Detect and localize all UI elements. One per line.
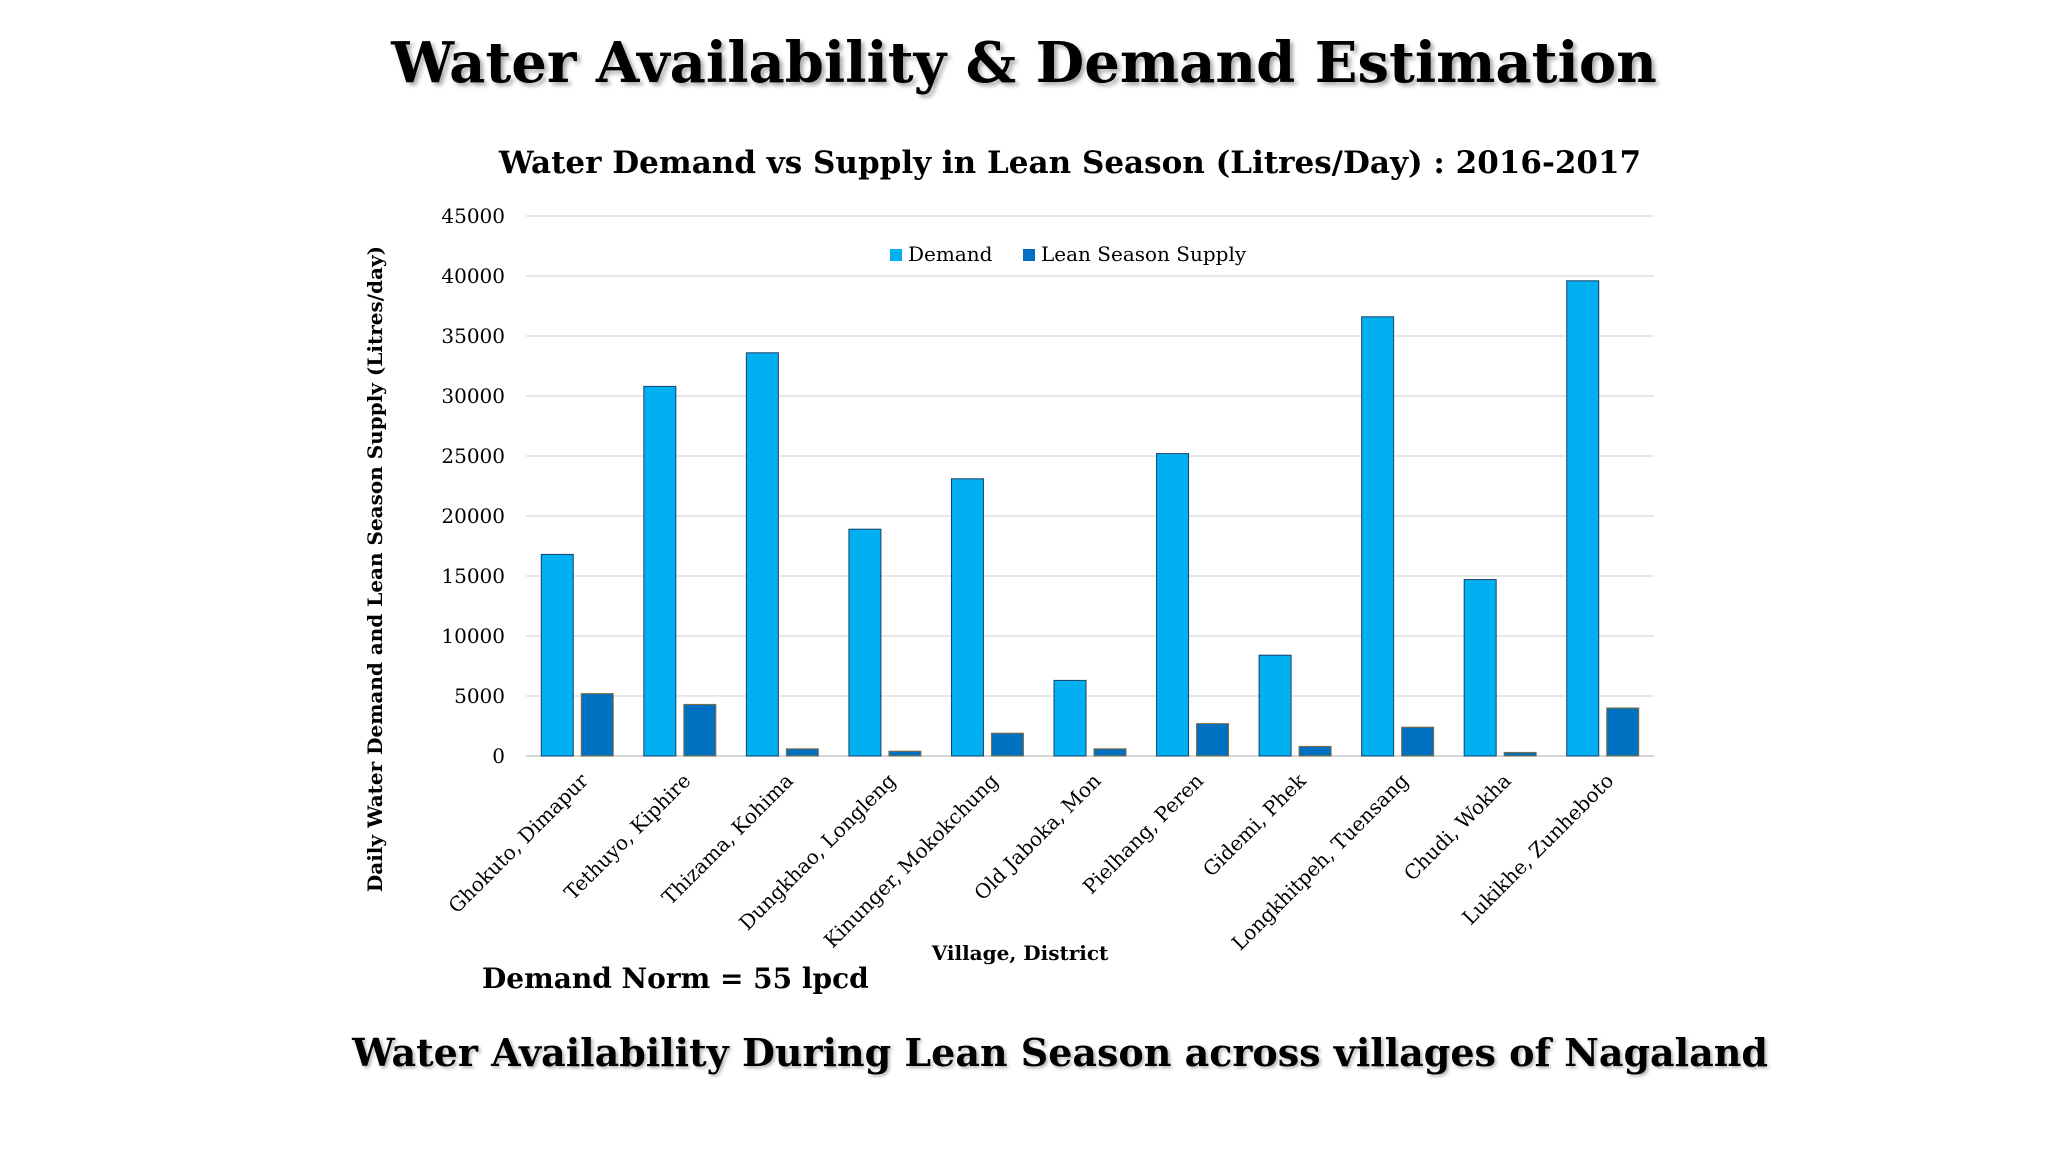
y-tick-label: 35000	[441, 324, 505, 348]
bar-supply	[1093, 748, 1127, 757]
bar-demand	[1463, 579, 1497, 757]
bar-supply	[1401, 726, 1435, 757]
bar-supply	[888, 750, 922, 757]
x-tick-label: Longkhitpeh, Tuensang	[1227, 768, 1413, 954]
bar-demand	[540, 553, 574, 757]
y-tick-label: 20000	[441, 504, 505, 528]
legend: Demand Lean Season Supply	[890, 242, 1247, 266]
y-tick-label: 40000	[441, 264, 505, 288]
y-tick-label: 0	[492, 744, 505, 768]
bar-supply	[785, 748, 819, 757]
legend-swatch-demand	[890, 249, 902, 261]
gridlines	[526, 215, 1654, 757]
y-tick-label: 15000	[441, 564, 505, 588]
chart-title: Water Demand vs Supply in Lean Season (L…	[498, 145, 1642, 181]
bar-supply	[1503, 751, 1537, 757]
legend-label-supply: Lean Season Supply	[1041, 242, 1247, 266]
legend-swatch-supply	[1023, 249, 1035, 261]
bar-supply	[580, 693, 614, 757]
x-axis-label: Village, District	[931, 941, 1109, 965]
bars	[540, 280, 1640, 757]
bar-demand	[1361, 316, 1395, 757]
y-tick-label: 10000	[441, 624, 505, 648]
legend-label-demand: Demand	[908, 242, 993, 266]
bar-demand	[1156, 453, 1190, 757]
bar-supply	[1196, 723, 1230, 757]
bar-demand	[1258, 654, 1292, 757]
x-tick-label: Chudi, Wokha	[1399, 769, 1516, 886]
bar-demand	[1053, 679, 1087, 757]
y-tick-label: 30000	[441, 384, 505, 408]
y-axis-label: Daily Water Demand and Lean Season Suppl…	[363, 246, 387, 892]
y-axis-ticks: 0 5000 10000 15000 20000 25000 30000 35000 40000…	[441, 204, 505, 768]
y-tick-label: 45000	[441, 204, 505, 228]
y-tick-label: 25000	[441, 444, 505, 468]
x-tick-label: Gidemi, Phek	[1198, 768, 1311, 881]
bar-supply	[683, 703, 717, 757]
bar-supply	[1298, 745, 1332, 757]
bar-supply	[1606, 707, 1640, 757]
bar-demand	[745, 352, 779, 757]
y-tick-label: 5000	[454, 684, 505, 708]
x-tick-label: Kinunger, Mokokchung	[819, 768, 1003, 952]
bar-supply	[990, 732, 1024, 757]
bar-demand	[950, 478, 984, 757]
demand-norm-note: Demand Norm = 55 lpcd	[482, 962, 869, 995]
slide-title: Water Availability & Demand Estimation	[391, 30, 1657, 96]
slide-footer: Water Availability During Lean Season ac…	[352, 1030, 1768, 1075]
bar-demand	[643, 385, 677, 757]
bar-demand	[848, 528, 882, 757]
bar-demand	[1566, 280, 1600, 757]
